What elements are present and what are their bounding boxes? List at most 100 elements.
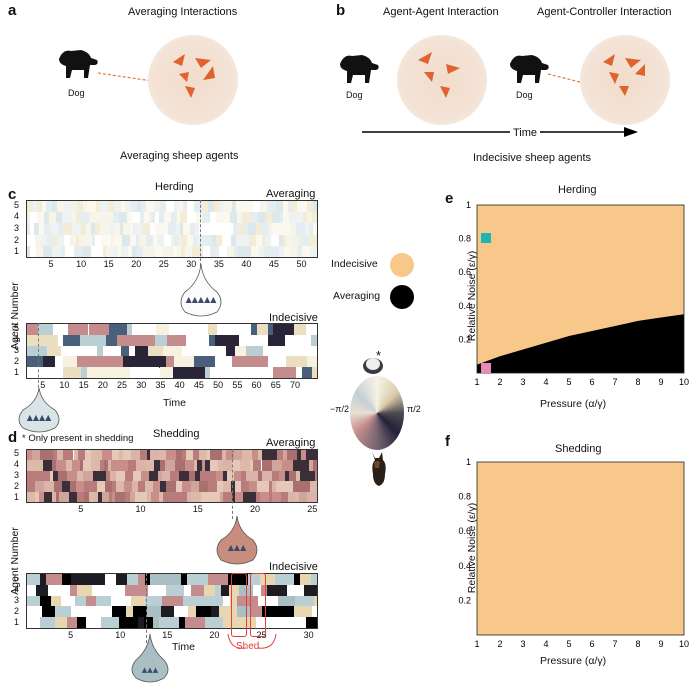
state-cell [27, 450, 32, 461]
agent-tick: 1 [14, 617, 20, 628]
state-cell [181, 234, 188, 246]
state-cell [182, 491, 187, 502]
state-cell [208, 201, 214, 213]
x-axis-label-c: Time [163, 397, 186, 409]
state-cell [287, 450, 297, 461]
sheep-disk-left [397, 35, 487, 125]
state-cell [315, 470, 317, 482]
state-cell [59, 491, 69, 502]
state-cell [93, 481, 97, 492]
state-cell [296, 367, 303, 378]
state-cell [93, 470, 97, 482]
state-cell [81, 367, 88, 378]
state-cell [54, 481, 62, 492]
state-cell [309, 234, 313, 246]
state-cell [177, 201, 184, 213]
x-tick: 8 [635, 377, 640, 387]
state-cell [100, 617, 119, 628]
state-cell [298, 491, 307, 502]
state-cell [288, 470, 296, 482]
y-tick: 0.4 [458, 301, 471, 311]
shedding-note: * Only present in shedding [22, 433, 134, 444]
state-cell [185, 617, 206, 628]
svg-text:▲▲▲: ▲▲▲ [228, 543, 247, 552]
state-cell [96, 470, 106, 482]
y-tick: 0.2 [458, 595, 471, 605]
agent-tick: 4 [14, 583, 20, 594]
state-cell [205, 617, 224, 628]
state-cell [27, 470, 36, 482]
state-cell [76, 234, 80, 246]
state-cell [96, 212, 101, 224]
state-cell [271, 201, 276, 213]
state-cell [175, 481, 183, 492]
state-cell [50, 223, 59, 235]
state-cell [95, 460, 101, 471]
state-cell [42, 367, 64, 378]
x-tick: 5 [566, 377, 571, 387]
state-cell [307, 470, 316, 482]
state-cell [43, 245, 53, 257]
state-cell [27, 367, 43, 378]
dog-label: Dog [68, 88, 85, 98]
state-cell [287, 201, 291, 213]
legend-indecisive-swatch [390, 253, 414, 277]
state-cell [293, 460, 301, 471]
state-cell [137, 223, 143, 235]
state-cell [273, 367, 297, 378]
state-cell [162, 245, 170, 257]
state-cell [240, 367, 260, 378]
state-cell [122, 450, 131, 461]
state-cell [56, 460, 67, 471]
x-tick: 9 [658, 377, 663, 387]
state-cell [184, 460, 194, 471]
averaging-region [477, 314, 684, 373]
state-cell [88, 212, 97, 224]
state-cell [79, 481, 84, 492]
state-cell [53, 470, 59, 482]
x-tick: 4 [543, 377, 548, 387]
y-tick: 0.6 [458, 526, 471, 536]
state-cell [230, 234, 236, 246]
state-cell [195, 212, 202, 224]
state-cell [132, 470, 142, 482]
panel-b-title-left: Agent-Agent Interaction [383, 6, 499, 18]
state-cell [27, 201, 33, 213]
state-cell [285, 223, 291, 235]
state-cell [52, 201, 57, 213]
state-cell [216, 234, 223, 246]
state-cell [244, 223, 248, 235]
state-cell [227, 245, 235, 257]
time-tick: 40 [241, 259, 252, 269]
time-axis: 5 10 15 20 25 30 35 40 45 50 [26, 259, 318, 271]
state-cell [297, 201, 301, 213]
state-cell [223, 212, 230, 224]
shed-arrows [227, 633, 277, 649]
state-cell [174, 234, 178, 246]
state-cell [140, 491, 148, 502]
state-cell [52, 491, 56, 502]
y-tick: 0.2 [458, 334, 471, 344]
agent-tick: 1 [14, 246, 20, 257]
state-cell [132, 245, 137, 257]
state-cell [168, 223, 176, 235]
state-cell [186, 367, 206, 378]
state-cell [71, 491, 77, 502]
state-cell [253, 460, 262, 471]
state-cell [231, 460, 241, 471]
x-axis-label-d: Time [172, 641, 195, 653]
state-cell [293, 234, 300, 246]
time-tick: 20 [131, 259, 142, 269]
state-cell [234, 450, 243, 461]
state-cell [210, 367, 234, 378]
state-cell [161, 470, 171, 482]
state-cell [200, 470, 207, 482]
agent-tick: 1 [14, 491, 20, 502]
state-cell [35, 470, 46, 482]
state-cell [257, 470, 262, 482]
state-cell [277, 223, 286, 235]
state-cell [80, 223, 87, 235]
state-cell [236, 212, 243, 224]
time-tick: 10 [76, 259, 87, 269]
state-cell [109, 234, 114, 246]
